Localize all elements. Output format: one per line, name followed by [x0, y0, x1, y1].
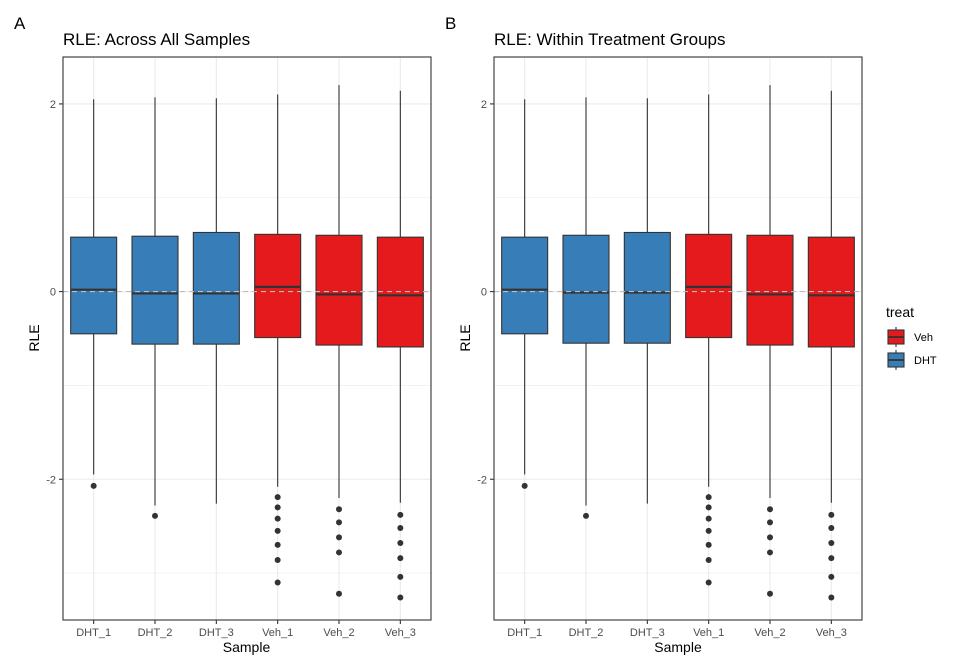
panel-b-y-tick-label: 2 — [481, 99, 487, 111]
panel-a-box-veh-1 — [254, 94, 302, 586]
panel-b-outlier-veh-2 — [767, 549, 773, 556]
panel-b-x-tick-label-dht-3: DHT_3 — [630, 627, 665, 639]
panel-a-outlier-veh-1 — [274, 579, 281, 586]
panel-a-x-tick-label-veh-3: Veh_3 — [385, 627, 416, 639]
panel-a-outlier-veh-2 — [336, 590, 342, 597]
panel-a-panel-border — [62, 56, 432, 621]
panel-a-plot-area: -2 0 2 DHT_1 DHT_2 DHT_3 Veh_1 Veh_2 Veh_3 — [46, 56, 432, 639]
panel-b-outlier-veh-2 — [767, 590, 773, 597]
panel-a-outlier-veh-3 — [397, 555, 404, 562]
panel-a-outlier-veh-3 — [397, 525, 404, 532]
panel-a-outlier-veh-3 — [397, 573, 404, 580]
panel-b-box-veh-2 — [746, 85, 794, 597]
panel-b-outlier-veh-3 — [828, 594, 835, 601]
panel-b-y-tick-label: 0 — [481, 287, 487, 299]
panel-a-outlier-dht-2 — [152, 512, 158, 519]
panel-a-x-tick-label-dht-1: DHT_1 — [76, 627, 111, 639]
panel-b-outlier-veh-1 — [705, 494, 712, 501]
panel-a-background — [63, 57, 431, 620]
legend-label-veh: Veh — [914, 332, 933, 344]
panel-b-box-dht-2 — [562, 97, 610, 519]
panel-b-outlier-veh-3 — [828, 540, 835, 547]
panel-a-outlier-veh-3 — [397, 540, 404, 547]
panel-a-outlier-veh-1 — [274, 504, 281, 511]
legend-title: treat — [886, 304, 914, 320]
panel-b-outlier-veh-1 — [705, 556, 712, 563]
panel-a-box-body-veh-2 — [315, 234, 363, 346]
panel-a-outlier-veh-2 — [336, 506, 342, 513]
panel-a-x-tick-label-veh-2: Veh_2 — [323, 627, 354, 639]
panel-b-outlier-veh-1 — [705, 504, 712, 511]
panel-a-outlier-veh-3 — [397, 511, 404, 518]
panel-b-plot-area: -2 0 2 DHT_1 DHT_2 DHT_3 Veh_1 Veh_2 Veh_3 — [477, 56, 863, 639]
panel-b-outlier-dht-2 — [583, 512, 589, 519]
panel-b-outlier-veh-1 — [705, 579, 712, 586]
panel-a-title: RLE: Across All Samples — [63, 30, 250, 49]
panel-a-box-body-dht-3 — [192, 231, 240, 345]
panel-a-box-veh-2 — [315, 85, 363, 597]
panel-a-x-tick-label-veh-1: Veh_1 — [262, 627, 293, 639]
panel-tag-b: B — [445, 14, 456, 33]
panel-b-box-body-dht-1 — [501, 236, 549, 335]
panel-a-outlier-veh-1 — [274, 556, 281, 563]
panel-b-x-tick-label-veh-1: Veh_1 — [693, 627, 724, 639]
panel-b-outlier-veh-1 — [705, 541, 712, 548]
panel-a-box-dht-2 — [131, 97, 179, 519]
legend-key-dht — [887, 350, 905, 370]
panel-b-box-body-veh-2 — [746, 234, 794, 346]
panel-a-y-tick-label: 0 — [50, 287, 56, 299]
panel-b-panel-border — [493, 56, 863, 621]
panel-a-outlier-veh-2 — [336, 519, 342, 526]
panel-a-outlier-veh-1 — [274, 541, 281, 548]
panel-b-outlier-veh-1 — [705, 515, 712, 522]
panel-b-box-body-dht-3 — [623, 231, 671, 344]
panel-a-outlier-veh-2 — [336, 534, 342, 541]
panel-b-box-veh-1 — [685, 94, 733, 586]
panel-tag-a: A — [14, 14, 26, 33]
panel-b-box-dht-1 — [501, 99, 549, 489]
panel-a-outlier-veh-1 — [274, 494, 281, 501]
legend: treat Veh DHT — [886, 304, 937, 370]
panel-b-x-tick-label-veh-2: Veh_2 — [754, 627, 785, 639]
panel-b-outlier-veh-2 — [767, 534, 773, 541]
panel-a-x-tick-label-dht-2: DHT_2 — [138, 627, 173, 639]
panel-a-outlier-veh-1 — [274, 527, 281, 534]
panel-a-y-tick-label: 2 — [50, 99, 56, 111]
panel-b-title: RLE: Within Treatment Groups — [494, 30, 725, 49]
panel-a-x-tick-label-dht-3: DHT_3 — [199, 627, 234, 639]
panel-b-box-body-dht-2 — [562, 234, 610, 344]
panel-b-outlier-veh-3 — [828, 573, 835, 580]
panel-a-outlier-veh-1 — [274, 515, 281, 522]
panel-a-y-axis-title: RLE — [26, 324, 42, 351]
panel-a-box-body-dht-1 — [70, 236, 118, 335]
panel-b-outlier-veh-2 — [767, 519, 773, 526]
panel-b-outlier-veh-2 — [767, 506, 773, 513]
panel-b-x-tick-label-dht-1: DHT_1 — [507, 627, 542, 639]
panel-b-x-tick-label-veh-3: Veh_3 — [816, 627, 847, 639]
panel-b-background — [494, 57, 862, 620]
panel-a-outlier-veh-2 — [336, 549, 342, 556]
panel-b-outlier-veh-3 — [828, 555, 835, 562]
panel-b-x-tick-label-dht-2: DHT_2 — [569, 627, 604, 639]
panel-a-box-dht-1 — [70, 99, 118, 489]
panel-b-outlier-veh-1 — [705, 527, 712, 534]
panel-a-x-axis-title: Sample — [223, 639, 271, 655]
panel-b-x-axis-title: Sample — [654, 639, 702, 655]
panel-a-outlier-veh-3 — [397, 594, 404, 601]
panel-a-y-tick-label: -2 — [46, 474, 56, 486]
panel-a-box-body-dht-2 — [131, 235, 179, 345]
panel-b: B RLE: Within Treatment Groups -2 0 2 DHT_1… — [445, 14, 863, 655]
legend-key-veh — [887, 327, 905, 347]
panel-a-outlier-dht-1 — [90, 482, 97, 489]
panel-b-outlier-dht-1 — [521, 482, 528, 489]
panel-b-outlier-veh-3 — [828, 511, 835, 518]
panel-b-y-axis-title: RLE — [457, 324, 473, 351]
legend-label-dht: DHT — [914, 355, 937, 367]
panel-b-outlier-veh-3 — [828, 525, 835, 532]
panel-a: A RLE: Across All Samples -2 0 2 DHT_1 DHT_2… — [14, 14, 432, 655]
panel-a-box-dht-3 — [192, 98, 240, 504]
panel-b-box-dht-3 — [623, 98, 671, 504]
panel-b-y-tick-label: -2 — [477, 474, 487, 486]
